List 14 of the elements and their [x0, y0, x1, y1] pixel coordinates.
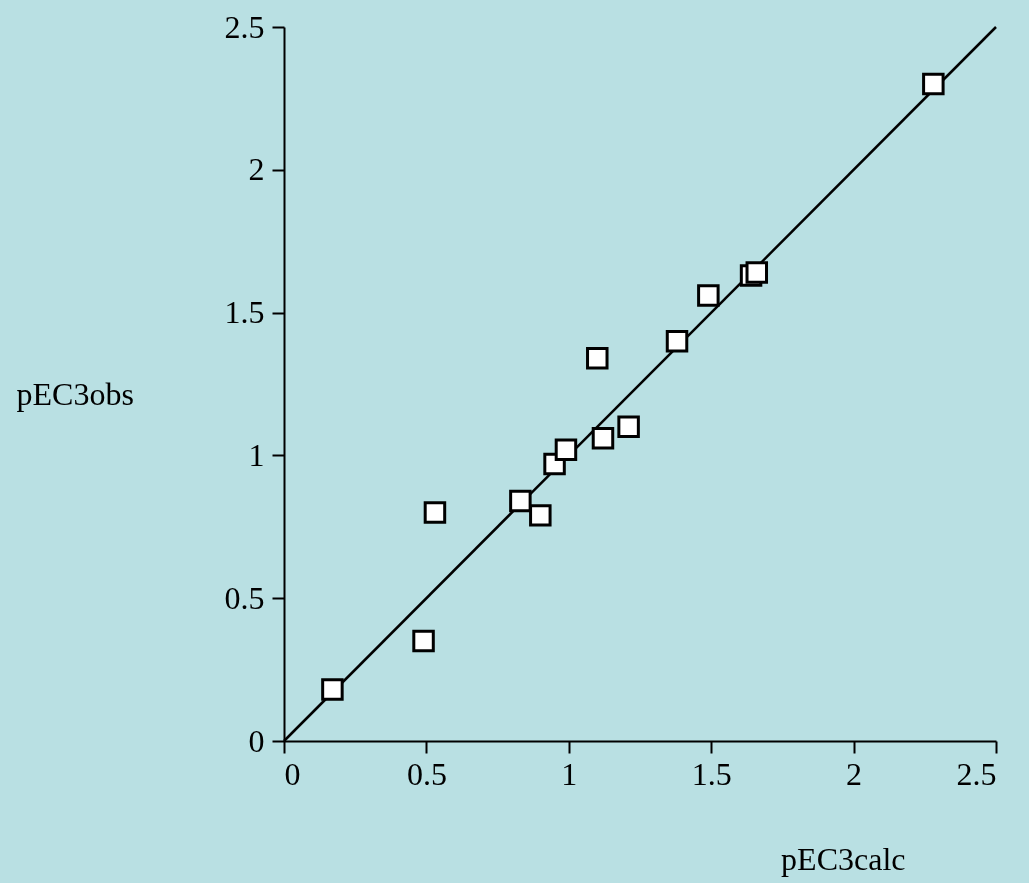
x-tick-label: 1.5 — [691, 755, 732, 792]
x-tick-label: 0 — [284, 755, 301, 792]
y-tick-label: 0 — [248, 722, 265, 759]
y-tick-label: 2 — [248, 151, 265, 188]
x-tick-label: 1 — [561, 755, 578, 792]
y-tick-label: 1.5 — [224, 294, 265, 331]
x-tick-label: 0.5 — [406, 755, 447, 792]
x-tick-label: 2 — [846, 755, 863, 792]
y-tick-label: 2.5 — [224, 8, 265, 45]
x-tick-label: 2.5 — [956, 755, 997, 792]
y-tick-label: 1 — [248, 436, 265, 473]
y-axis-title: pEC3obs — [16, 375, 134, 412]
y-tick-label: 0.5 — [224, 579, 265, 616]
x-axis-title: pEC3calc — [781, 840, 906, 877]
